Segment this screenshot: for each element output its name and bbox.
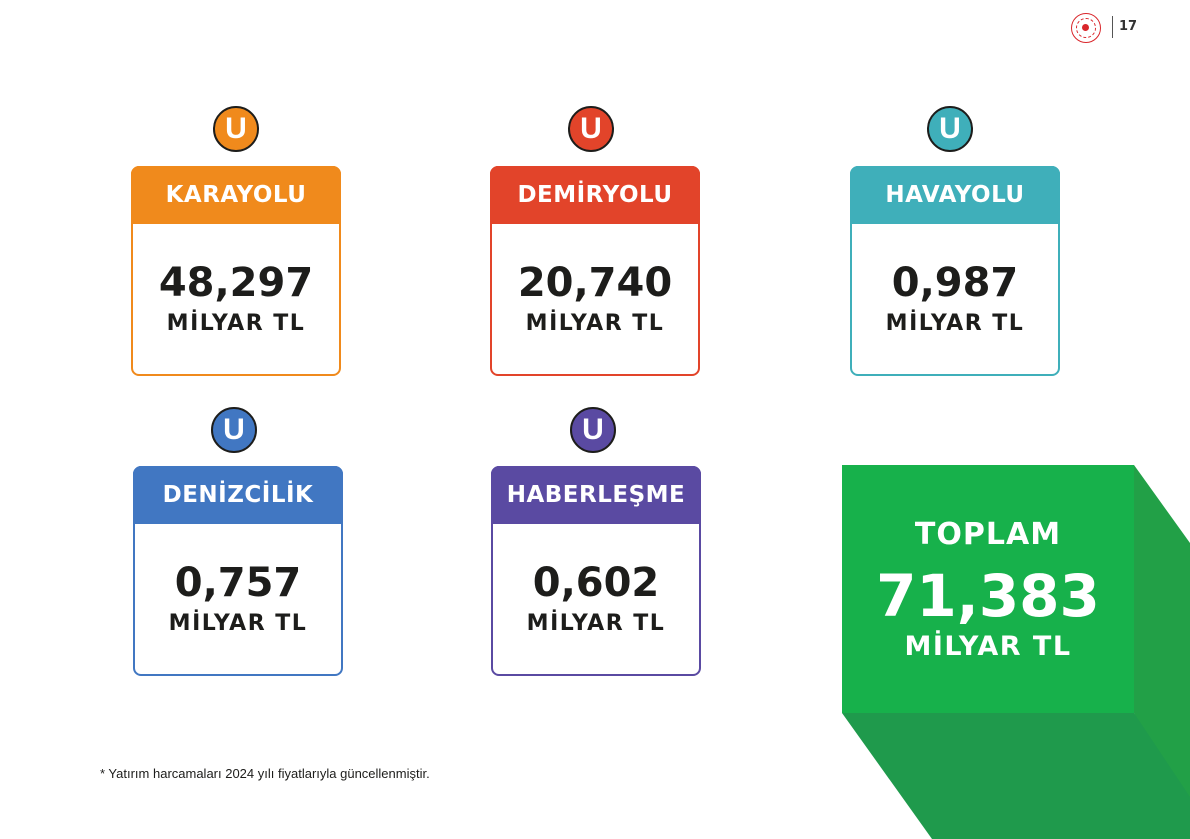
ministry-seal-logo	[1071, 13, 1101, 43]
total-3d-shape	[842, 465, 1190, 839]
card-value: 0,757	[174, 560, 302, 606]
footnote: * Yatırım harcamaları 2024 yılı fiyatlar…	[100, 766, 430, 781]
card-value: 48,297	[158, 260, 314, 306]
card-value: 0,987	[891, 260, 1019, 306]
u-badge-icon: U	[568, 106, 614, 152]
card-value: 20,740	[517, 260, 673, 306]
total-value: 71,383	[876, 562, 1100, 630]
u-badge-icon: U	[927, 106, 973, 152]
card-title: HABERLEŞME	[491, 466, 701, 524]
u-badge-icon: U	[570, 407, 616, 453]
card-unit: MİLYAR TL	[168, 611, 308, 636]
card-unit: MİLYAR TL	[525, 311, 665, 336]
page-number: 17	[1119, 19, 1138, 34]
u-badge-icon: U	[213, 106, 259, 152]
total-label: TOPLAM	[914, 517, 1062, 552]
card-box: KARAYOLU 48,297 MİLYAR TL	[131, 166, 341, 376]
card-box: HABERLEŞME 0,602 MİLYAR TL	[491, 466, 701, 676]
card-box: HAVAYOLU 0,987 MİLYAR TL	[850, 166, 1060, 376]
card-title: DENİZCİLİK	[133, 466, 343, 524]
header-divider	[1112, 16, 1113, 38]
card-title: KARAYOLU	[131, 166, 341, 224]
card-unit: MİLYAR TL	[166, 311, 306, 336]
u-badge-icon: U	[211, 407, 257, 453]
card-box: DEMİRYOLU 20,740 MİLYAR TL	[490, 166, 700, 376]
total-unit: MİLYAR TL	[904, 631, 1072, 662]
card-title: HAVAYOLU	[850, 166, 1060, 224]
card-title: DEMİRYOLU	[490, 166, 700, 224]
total-block: TOPLAM 71,383 MİLYAR TL	[842, 465, 1190, 839]
card-box: DENİZCİLİK 0,757 MİLYAR TL	[133, 466, 343, 676]
card-unit: MİLYAR TL	[526, 611, 666, 636]
card-unit: MİLYAR TL	[885, 311, 1025, 336]
card-value: 0,602	[532, 560, 660, 606]
